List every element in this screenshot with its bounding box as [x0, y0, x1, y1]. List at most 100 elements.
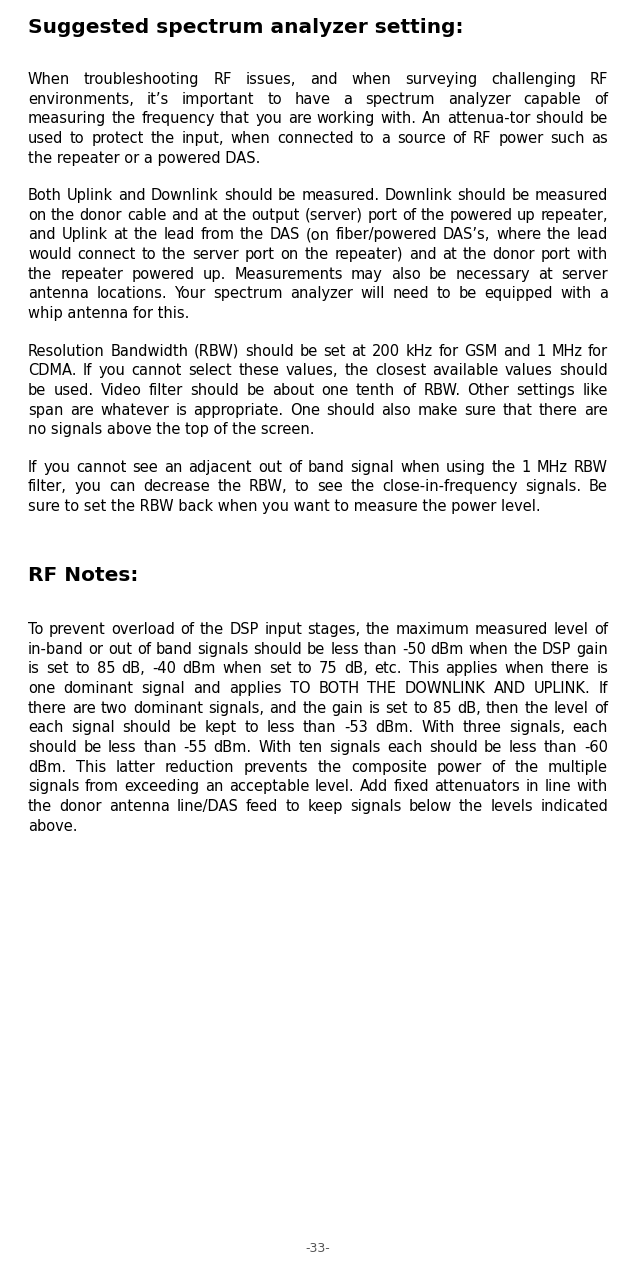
- Text: stages,: stages,: [307, 622, 361, 636]
- Text: in: in: [526, 780, 539, 794]
- Text: MHz: MHz: [551, 344, 582, 358]
- Text: span: span: [28, 403, 64, 417]
- Text: RF: RF: [473, 131, 492, 146]
- Text: dBm.: dBm.: [214, 740, 252, 756]
- Text: Video: Video: [100, 382, 142, 398]
- Text: are: are: [584, 403, 608, 417]
- Text: with: with: [577, 780, 608, 794]
- Text: at: at: [204, 208, 218, 223]
- Text: is: is: [175, 403, 187, 417]
- Text: the: the: [547, 227, 571, 242]
- Text: should: should: [536, 112, 584, 126]
- Text: levels: levels: [490, 799, 533, 815]
- Text: gain: gain: [331, 701, 363, 716]
- Text: Uplink: Uplink: [67, 189, 113, 203]
- Text: working: working: [317, 112, 375, 126]
- Text: GSM: GSM: [464, 344, 497, 358]
- Text: should: should: [245, 344, 294, 358]
- Text: be: be: [484, 740, 502, 756]
- Text: would: would: [28, 248, 72, 262]
- Text: two: two: [101, 701, 128, 716]
- Text: using: using: [446, 459, 486, 475]
- Text: should: should: [28, 740, 77, 756]
- Text: repeater): repeater): [335, 248, 403, 262]
- Text: applies: applies: [445, 661, 498, 676]
- Text: the: the: [513, 642, 537, 657]
- Text: have: have: [294, 91, 331, 106]
- Text: with: with: [577, 248, 608, 262]
- Text: from: from: [85, 780, 119, 794]
- Text: dB,: dB,: [121, 661, 146, 676]
- Text: to: to: [142, 248, 156, 262]
- Text: to: to: [76, 661, 90, 676]
- Text: filter,: filter,: [28, 480, 67, 494]
- Text: server: server: [562, 267, 608, 282]
- Text: To: To: [28, 622, 43, 636]
- Text: and: and: [193, 681, 221, 695]
- Text: be: be: [300, 344, 318, 358]
- Text: fiber/powered: fiber/powered: [336, 227, 438, 242]
- Text: where: where: [496, 227, 541, 242]
- Text: a: a: [382, 131, 391, 146]
- Text: lead: lead: [163, 227, 195, 242]
- Text: Bandwidth: Bandwidth: [111, 344, 188, 358]
- Text: the: the: [459, 799, 483, 815]
- Text: the: the: [302, 701, 326, 716]
- Text: (on: (on: [306, 227, 330, 242]
- Text: DSP: DSP: [542, 642, 572, 657]
- Text: on: on: [28, 208, 46, 223]
- Text: -33-: -33-: [306, 1242, 330, 1255]
- Text: are: are: [287, 112, 312, 126]
- Text: RF Notes:: RF Notes:: [28, 566, 139, 585]
- Text: the: the: [305, 248, 329, 262]
- Text: measuring: measuring: [28, 112, 106, 126]
- Text: input: input: [264, 622, 302, 636]
- Text: analyzer: analyzer: [290, 286, 353, 302]
- Text: dB,: dB,: [457, 701, 481, 716]
- Text: environments,: environments,: [28, 91, 134, 106]
- Text: issues,: issues,: [245, 72, 296, 87]
- Text: the: the: [217, 480, 241, 494]
- Text: the: the: [28, 799, 52, 815]
- Text: than: than: [303, 720, 336, 735]
- Text: troubleshooting: troubleshooting: [84, 72, 200, 87]
- Text: at: at: [352, 344, 366, 358]
- Text: antenna: antenna: [109, 799, 170, 815]
- Text: When: When: [28, 72, 70, 87]
- Text: these: these: [238, 363, 279, 378]
- Text: signals,: signals,: [208, 701, 264, 716]
- Text: -40: -40: [152, 661, 176, 676]
- Text: also: also: [391, 267, 421, 282]
- Text: 1: 1: [522, 459, 531, 475]
- Text: DSP: DSP: [230, 622, 259, 636]
- Text: latter: latter: [115, 760, 155, 775]
- Text: 75: 75: [319, 661, 338, 676]
- Text: signal: signal: [350, 459, 394, 475]
- Text: Other: Other: [467, 382, 509, 398]
- Text: Downlink: Downlink: [385, 189, 452, 203]
- Text: If: If: [28, 459, 38, 475]
- Text: you: you: [74, 480, 101, 494]
- Text: With: With: [258, 740, 292, 756]
- Text: closest: closest: [375, 363, 426, 378]
- Text: should: should: [254, 642, 302, 657]
- Text: settings: settings: [516, 382, 576, 398]
- Text: and: and: [171, 208, 198, 223]
- Text: -50: -50: [402, 642, 425, 657]
- Text: an: an: [205, 780, 223, 794]
- Text: set: set: [46, 661, 69, 676]
- Text: dBm: dBm: [183, 661, 216, 676]
- Text: each: each: [28, 720, 64, 735]
- Text: measured: measured: [475, 622, 548, 636]
- Text: composite: composite: [351, 760, 427, 775]
- Text: 200: 200: [372, 344, 400, 358]
- Text: less: less: [509, 740, 537, 756]
- Text: up: up: [517, 208, 536, 223]
- Text: to: to: [286, 799, 300, 815]
- Text: signals: signals: [197, 642, 249, 657]
- Text: below: below: [408, 799, 452, 815]
- Text: the: the: [525, 701, 549, 716]
- Text: signal: signal: [141, 681, 185, 695]
- Text: decrease: decrease: [143, 480, 210, 494]
- Text: that: that: [220, 112, 250, 126]
